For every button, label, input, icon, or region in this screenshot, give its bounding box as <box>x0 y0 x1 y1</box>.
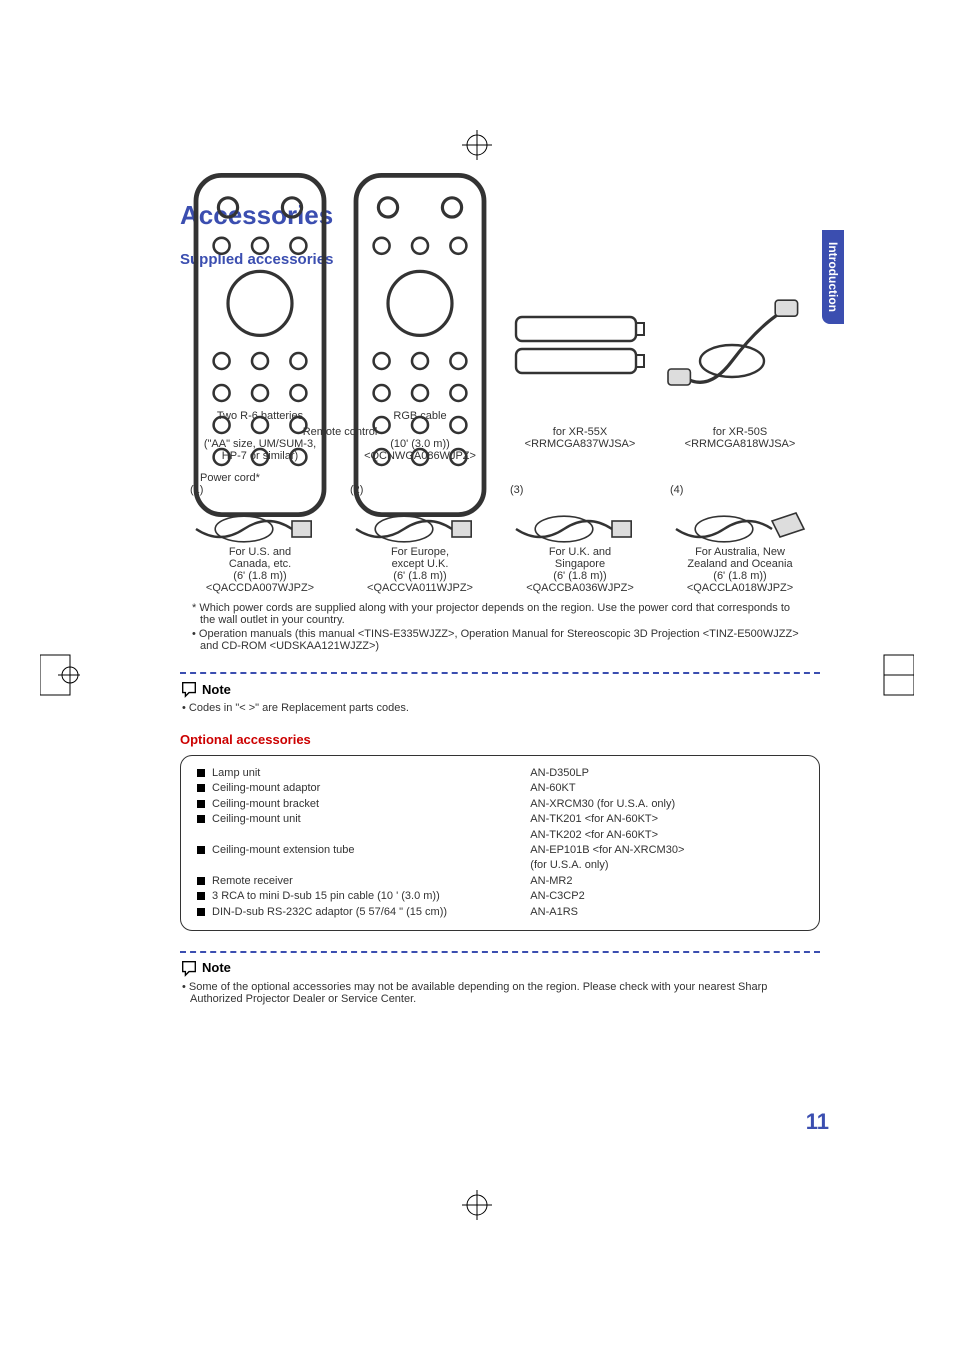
optional-item: 3 RCA to mini D-sub 15 pin cable (10 ' (… <box>197 889 530 904</box>
power-length: (6' (1.8 m)) <box>660 570 820 582</box>
power-length: (6' (1.8 m)) <box>180 570 340 582</box>
note-icon <box>180 959 198 977</box>
divider <box>180 672 820 674</box>
note-label: Note <box>202 960 231 975</box>
batteries-line3: HP-7 or similar) <box>180 450 340 462</box>
section-tab: Introduction <box>822 230 844 324</box>
power-code: <QACCDA007WJPZ> <box>180 582 340 594</box>
power-cord-image <box>500 496 660 546</box>
optional-item: Ceiling-mount unit <box>197 812 530 827</box>
page-content: Accessories Supplied accessories <box>140 200 820 1005</box>
batteries-line1: Two R-6 batteries <box>180 410 340 422</box>
accessory-grid-top: Remote control Two R-6 batteries RGB cab… <box>140 280 820 462</box>
reg-mark-icon <box>874 645 914 705</box>
divider <box>180 951 820 953</box>
remote-icon <box>180 169 340 521</box>
remote-1-image <box>180 280 340 410</box>
square-bullet-icon <box>197 877 205 885</box>
optional-code: AN-60KT <box>530 781 803 796</box>
power-region2: except U.K. <box>340 558 500 570</box>
batteries-label: Two R-6 batteries <box>180 410 340 422</box>
remote-1-for: for XR-50S <box>660 426 820 438</box>
square-bullet-icon <box>197 892 205 900</box>
optional-code: AN-TK202 <for AN-60KT> <box>530 828 803 843</box>
cable-icon <box>660 281 820 409</box>
power-cord-image <box>340 496 500 546</box>
square-bullet-icon <box>197 908 205 916</box>
power-item-3: (4) For Australia, New Zealand and Ocean… <box>660 484 820 594</box>
rgb-code: <QCNWGA086WJPZ> <box>340 450 500 462</box>
power-cord-image <box>180 496 340 546</box>
optional-item <box>197 828 530 843</box>
reg-mark-icon <box>462 1190 492 1220</box>
optional-code: (for U.S.A. only) <box>530 858 803 873</box>
power-region2: Singapore <box>500 558 660 570</box>
optional-item: Ceiling-mount extension tube <box>197 843 530 858</box>
optional-code: AN-XRCM30 (for U.S.A. only) <box>530 797 803 812</box>
power-region2: Zealand and Oceania <box>660 558 820 570</box>
footnote: * Which power cords are supplied along w… <box>140 602 820 626</box>
remote-1-code: <RRMCGA818WJSA> <box>660 438 820 450</box>
batteries-image <box>500 280 660 410</box>
optional-code: AN-A1RS <box>530 905 803 920</box>
note1-body: • Codes in "< >" are Replacement parts c… <box>140 702 820 714</box>
optional-code: AN-TK201 <for AN-60KT> <box>530 812 803 827</box>
power-length: (6' (1.8 m)) <box>340 570 500 582</box>
optional-code: AN-D350LP <box>530 766 803 781</box>
batteries-line2: ("AA" size, UM/SUM-3, <box>180 438 340 450</box>
rgb-label: RGB cable <box>340 410 500 422</box>
remote-2-image <box>340 280 500 410</box>
rgb-line2: (10' (3.0 m)) <box>340 438 500 450</box>
optional-item: Ceiling-mount bracket <box>197 797 530 812</box>
remote-control-label: Remote control <box>180 426 500 438</box>
power-region2: Canada, etc. <box>180 558 340 570</box>
battery-icon <box>500 305 660 385</box>
power-item-0: (1) For U.S. and Canada, etc. (6' (1.8 m… <box>180 484 340 594</box>
power-item-1: (2) For Europe, except U.K. (6' (1.8 m))… <box>340 484 500 594</box>
optional-code: AN-EP101B <for AN-XRCM30> <box>530 843 803 858</box>
remote-icon <box>340 169 500 521</box>
note2-body: • Some of the optional accessories may n… <box>140 981 820 1005</box>
square-bullet-icon <box>197 769 205 777</box>
optional-item <box>197 858 530 873</box>
optional-col-left: Lamp unit Ceiling-mount adaptor Ceiling-… <box>197 766 530 920</box>
square-bullet-icon <box>197 784 205 792</box>
reg-mark-icon <box>40 645 80 705</box>
optional-item: Remote receiver <box>197 874 530 889</box>
power-code: <QACCLA018WJPZ> <box>660 582 820 594</box>
power-code: <QACCVA011WJPZ> <box>340 582 500 594</box>
square-bullet-icon <box>197 846 205 854</box>
note-icon <box>180 680 198 698</box>
note-label: Note <box>202 682 231 697</box>
power-row: (1) For U.S. and Canada, etc. (6' (1.8 m… <box>140 484 820 594</box>
note-header: Note <box>140 680 820 698</box>
power-length: (6' (1.8 m)) <box>500 570 660 582</box>
power-item-2: (3) For U.K. and Singapore (6' (1.8 m)) … <box>500 484 660 594</box>
optional-col-right: AN-D350LPAN-60KTAN-XRCM30 (for U.S.A. on… <box>530 766 803 920</box>
optional-box: Lamp unit Ceiling-mount adaptor Ceiling-… <box>180 755 820 931</box>
optional-item: Ceiling-mount adaptor <box>197 781 530 796</box>
bullet-manual: • Operation manuals (this manual <TINS-E… <box>140 628 820 652</box>
optional-title: Optional accessories <box>180 732 820 747</box>
optional-code: AN-C3CP2 <box>530 889 803 904</box>
square-bullet-icon <box>197 815 205 823</box>
power-cord-image <box>660 496 820 546</box>
power-code: <QACCBA036WJPZ> <box>500 582 660 594</box>
rgb-cable-image <box>660 280 820 410</box>
page-number: 11 <box>806 1109 829 1135</box>
optional-item: Lamp unit <box>197 766 530 781</box>
optional-item: DIN-D-sub RS-232C adaptor (5 57/64 " (15… <box>197 905 530 920</box>
square-bullet-icon <box>197 800 205 808</box>
remote-0-for: for XR-55X <box>500 426 660 438</box>
note-header: Note <box>140 959 820 977</box>
rgb-line1: RGB cable <box>340 410 500 422</box>
reg-mark-icon <box>462 130 492 160</box>
remote-0-code: <RRMCGA837WJSA> <box>500 438 660 450</box>
optional-code: AN-MR2 <box>530 874 803 889</box>
